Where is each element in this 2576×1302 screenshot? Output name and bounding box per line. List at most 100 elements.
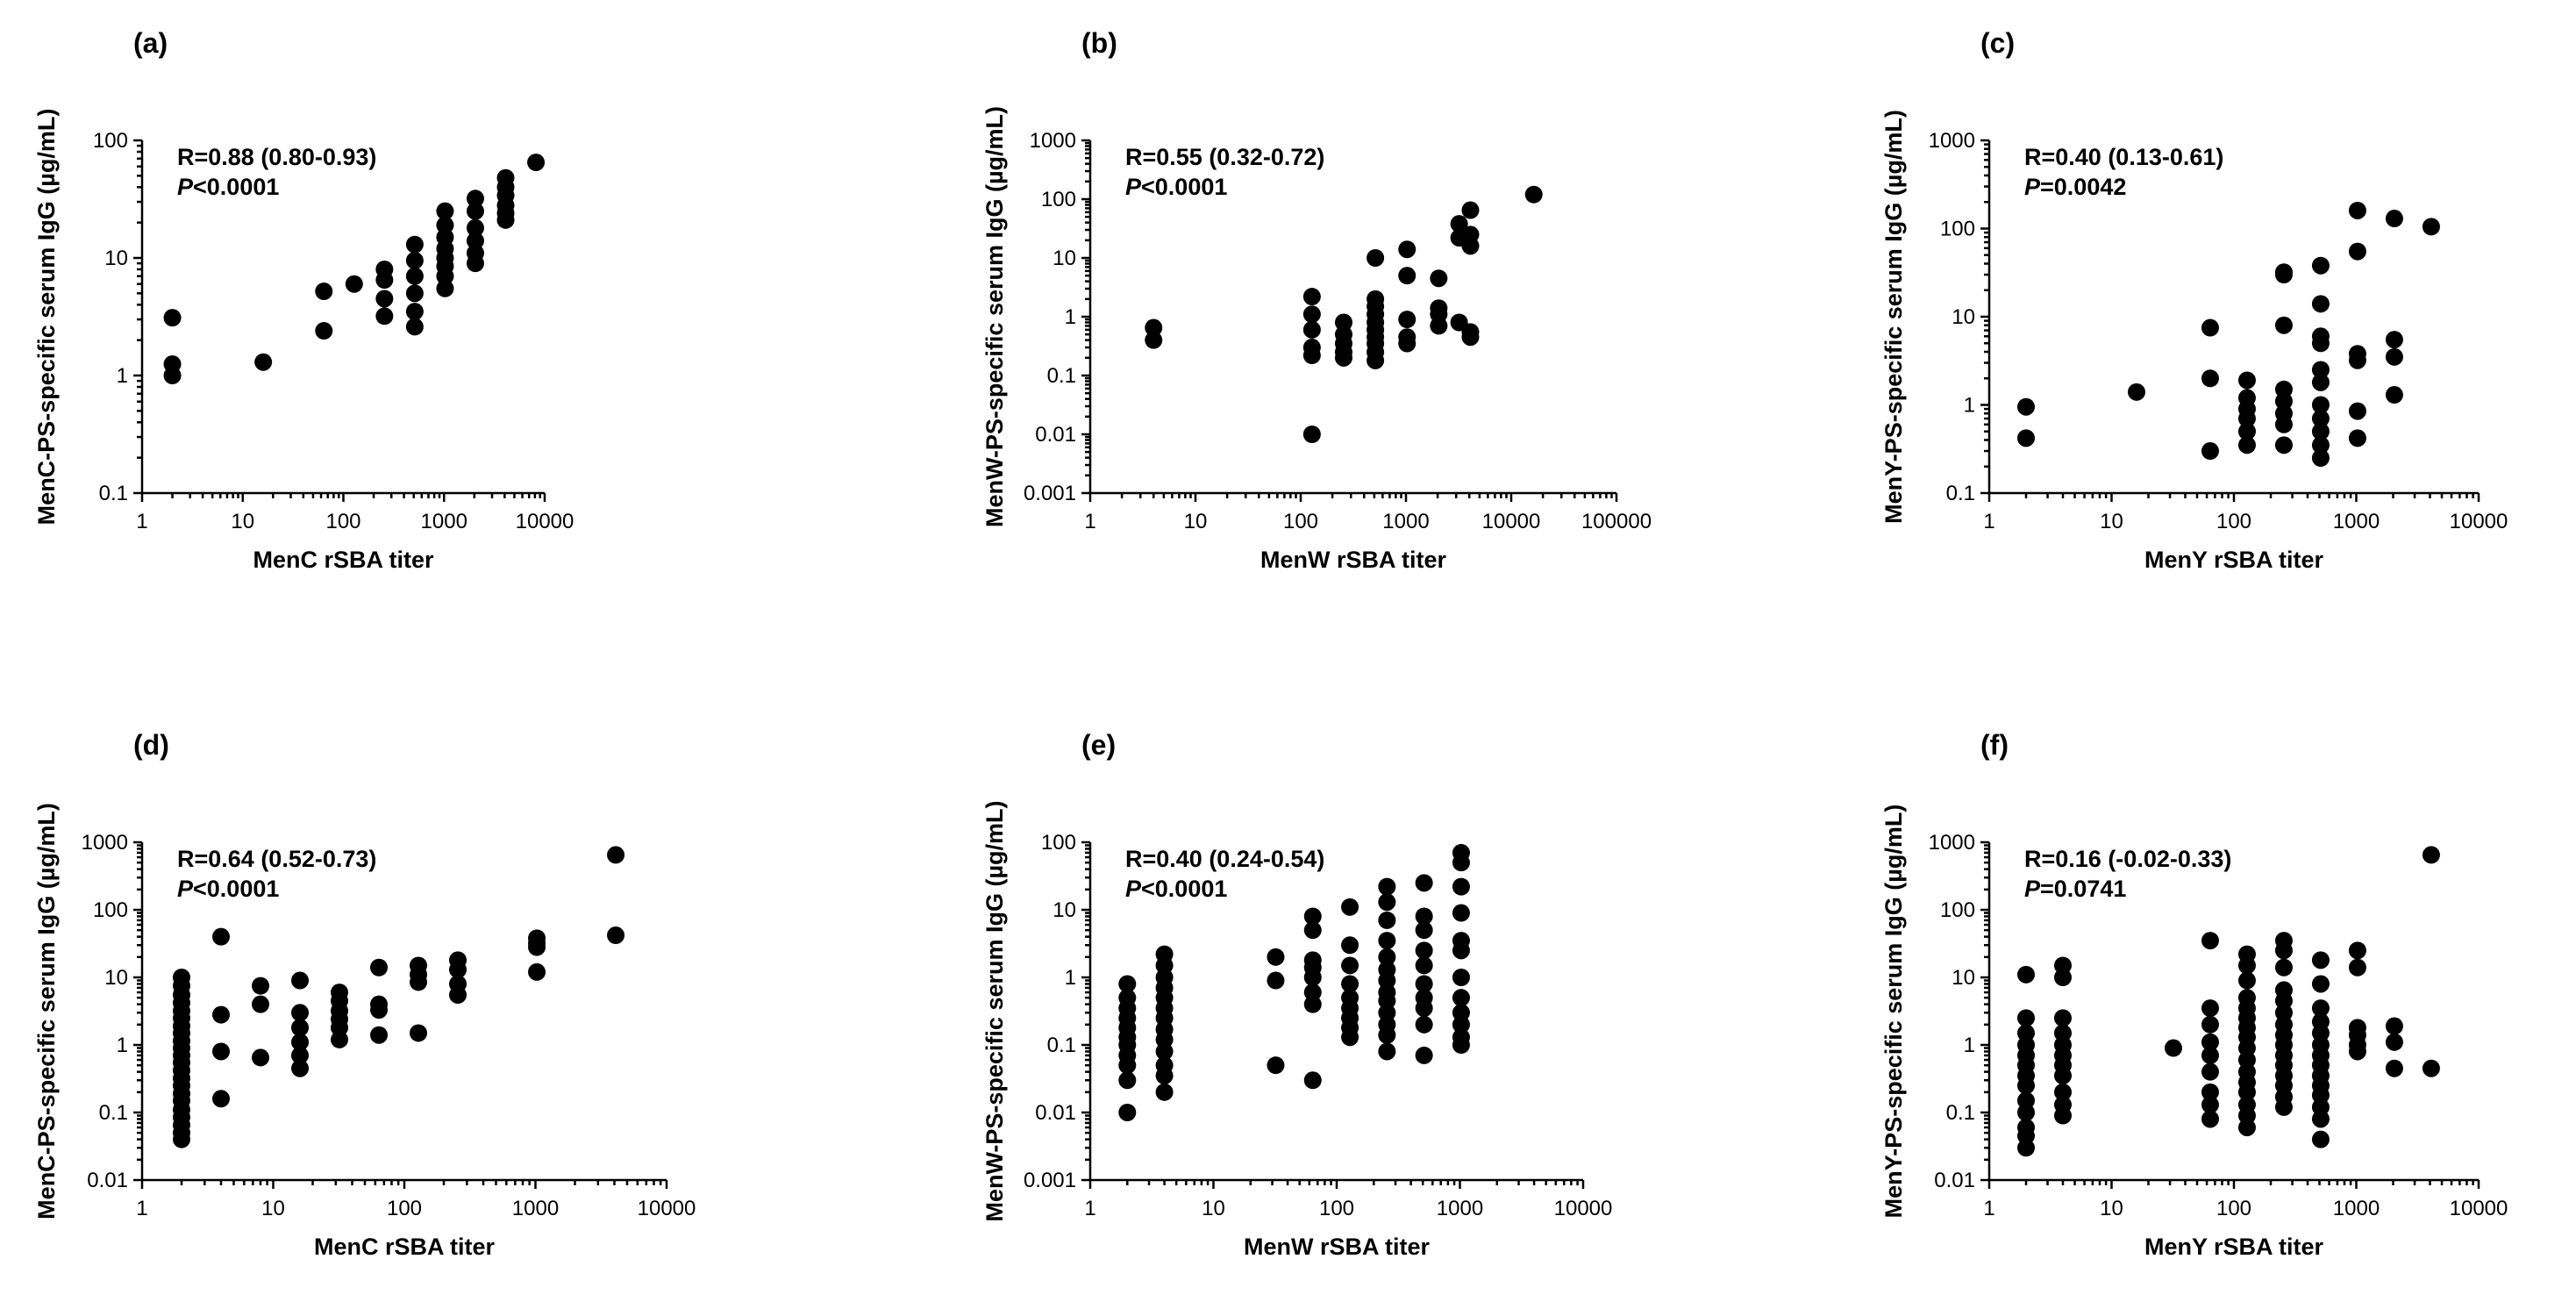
data-point [2053,1067,2072,1085]
p-symbol: P [177,174,194,200]
data-point [1341,936,1359,955]
data-point [2053,969,2072,986]
x-tick-label: 100000 [1581,510,1652,533]
y-tick-label: 10 [104,966,128,990]
data-point [2016,965,2035,984]
x-tick-label: 10000 [638,1197,696,1220]
y-tick-label: 0.001 [1024,482,1076,505]
panel-label: (c) [1980,27,2015,59]
data-point [2311,334,2330,353]
data-point [1452,1036,1470,1054]
x-tick-label: 10 [261,1197,285,1220]
y-tick-label: 100 [1041,188,1076,211]
data-point [2201,1046,2219,1064]
y-tick-label: 1 [1065,966,1076,990]
correlation-annotation: R=0.64 (0.52-0.73) [177,846,376,872]
y-tick-label: 0.01 [1035,423,1076,447]
data-point [291,1046,310,1064]
y-tick-label: 100 [1940,898,1975,922]
data-point [375,307,394,326]
data-point [607,846,625,864]
data-point [254,353,273,371]
data-point [1118,1104,1137,1121]
data-point [291,1059,310,1077]
p-symbol: P [1125,174,1142,200]
x-tick-label: 1 [1084,510,1095,533]
chart-panel: (f) 1 10 100 1000 10000 0.01 0.1 1 10 100 1000 MenY … [1880,729,2508,1260]
x-tick-label: 1000 [2333,510,2380,533]
data-point [1303,907,1322,926]
y-tick-label: 100 [93,129,128,153]
p-symbol: P [2024,174,2041,200]
data-point [1302,305,1321,324]
data-point [173,1130,191,1148]
data-point [163,309,182,327]
data-point [1341,1028,1359,1047]
data-point [2237,436,2256,454]
data-point [466,232,484,250]
data-point [2237,371,2256,390]
data-point [2201,318,2219,337]
data-point [528,962,546,981]
p-value: <0.0001 [193,174,279,200]
data-point [2385,1017,2403,1035]
data-point [1461,237,1480,255]
data-point [405,235,424,254]
data-point [1415,956,1433,975]
data-point [2311,373,2330,391]
data-point [2127,383,2145,401]
data-point [1430,317,1448,335]
data-point [1378,1042,1396,1061]
data-point [1302,320,1321,339]
data-point [2422,846,2440,864]
data-point [436,279,454,297]
data-point [2016,1077,2035,1095]
data-point [2201,999,2219,1018]
y-tick-label: 1 [1964,1034,1975,1057]
data-point [1155,1042,1174,1061]
correlation-annotation: R=0.16 (-0.02-0.33) [2024,846,2231,872]
p-value-annotation: P<0.0001 [1125,876,1227,902]
data-point [2237,971,2256,990]
p-value: <0.0001 [1141,174,1227,200]
data-point [315,283,333,301]
data-point [2385,347,2403,366]
p-symbol: P [2024,876,2041,902]
x-axis-title: MenY rSBA titer [2144,1234,2324,1260]
data-point [1378,948,1396,966]
y-axis-title: MenY-PS-specific serum IgG (µg/mL) [1880,110,1907,524]
data-point [2274,415,2293,433]
x-tick-label: 100 [1319,1197,1354,1220]
data-point [2422,1059,2440,1077]
y-tick-label: 10 [1053,898,1076,922]
data-point [1341,975,1359,993]
data-point [1303,921,1322,940]
data-point [1452,904,1470,922]
data-point [1452,1015,1470,1034]
p-value-annotation: P=0.0741 [2024,876,2126,902]
data-point [2348,242,2366,261]
data-point [1452,854,1470,872]
p-value-annotation: P<0.0001 [177,876,279,902]
data-point [1378,893,1396,912]
data-point [2311,295,2330,313]
data-point [2311,975,2330,993]
data-point [1334,313,1352,332]
chart-panel: (c) 1 10 100 1000 10000 0.1 1 10 100 1000 MenY rSBA… [1880,27,2508,573]
data-point [291,971,310,990]
y-tick-label: 1000 [1929,129,1975,153]
data-point [2311,256,2330,275]
data-point [1302,288,1321,306]
x-tick-label: 10 [231,510,254,533]
data-point [375,271,394,290]
p-value: =0.0042 [2040,174,2126,200]
data-point [527,154,546,172]
x-axis-title: MenC rSBA titer [314,1234,496,1260]
data-point [1366,249,1385,267]
data-point [1415,1015,1433,1034]
data-point [2348,351,2366,369]
data-point [1118,1071,1137,1090]
data-point [1415,907,1433,926]
y-tick-label: 1000 [1030,129,1076,153]
data-point [2311,436,2330,454]
